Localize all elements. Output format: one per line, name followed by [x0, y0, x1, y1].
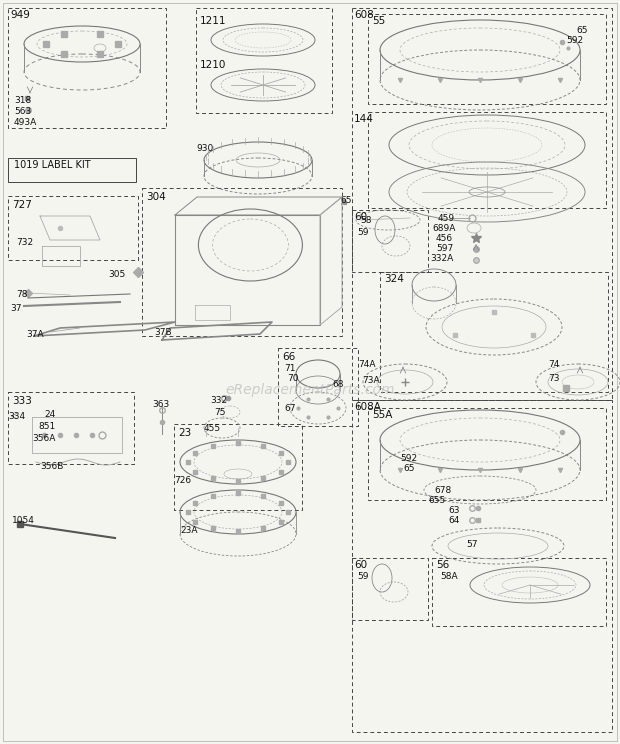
Text: 71: 71: [284, 364, 296, 373]
Text: 305: 305: [108, 270, 125, 279]
Text: 563: 563: [14, 107, 31, 116]
Text: 66: 66: [282, 352, 295, 362]
Text: 70: 70: [287, 374, 298, 383]
Text: 60: 60: [354, 560, 367, 570]
Text: 24: 24: [44, 410, 55, 419]
Text: 597: 597: [436, 244, 453, 253]
Text: 727: 727: [12, 200, 32, 210]
Text: 56: 56: [436, 560, 449, 570]
Text: 1210: 1210: [200, 60, 226, 70]
Text: 78: 78: [16, 290, 27, 299]
Bar: [8, 392, 134, 464]
Text: 60: 60: [354, 212, 367, 222]
Text: 64: 64: [448, 516, 459, 525]
Text: 1019 LABEL KIT: 1019 LABEL KIT: [14, 160, 91, 170]
Bar: [278, 348, 358, 426]
Bar: [352, 8, 612, 400]
Text: 363: 363: [152, 400, 169, 409]
Bar: [368, 112, 606, 208]
Text: 73: 73: [548, 374, 559, 383]
Text: 55: 55: [372, 16, 385, 26]
Bar: [368, 14, 606, 104]
Text: 37A: 37A: [26, 330, 43, 339]
Text: 655: 655: [428, 496, 445, 505]
Text: 356B: 356B: [40, 462, 63, 471]
Text: 324: 324: [384, 274, 404, 284]
Bar: [380, 272, 608, 392]
Bar: [8, 196, 138, 260]
Text: 1211: 1211: [200, 16, 226, 26]
Text: 608: 608: [354, 10, 374, 20]
Text: 726: 726: [174, 476, 191, 485]
Text: 37: 37: [10, 304, 22, 313]
Text: 493A: 493A: [14, 118, 37, 127]
Bar: [352, 210, 428, 272]
Text: 58: 58: [360, 216, 371, 225]
Text: 73A: 73A: [362, 376, 379, 385]
Text: 37B: 37B: [154, 328, 172, 337]
Text: 949: 949: [10, 10, 30, 20]
Bar: [432, 558, 606, 626]
Text: 65: 65: [403, 464, 415, 473]
Text: 75: 75: [214, 408, 226, 417]
Text: 59: 59: [357, 228, 368, 237]
Text: 332A: 332A: [430, 254, 453, 263]
Text: 318: 318: [14, 96, 31, 105]
Text: 23: 23: [178, 428, 191, 438]
Bar: [8, 158, 136, 182]
Text: 356A: 356A: [32, 434, 55, 443]
Text: 732: 732: [16, 238, 33, 247]
Text: 678: 678: [434, 486, 451, 495]
Text: 55A: 55A: [372, 410, 392, 420]
Text: 689A: 689A: [432, 224, 455, 233]
Text: 63: 63: [448, 506, 459, 515]
Bar: [174, 424, 302, 510]
Text: 592: 592: [566, 36, 583, 45]
Text: 68: 68: [332, 380, 343, 389]
Text: 608A: 608A: [354, 402, 381, 412]
Text: 59: 59: [357, 572, 368, 581]
Text: eReplacementParts.com: eReplacementParts.com: [225, 383, 395, 397]
Text: 333: 333: [12, 396, 32, 406]
Text: 456: 456: [436, 234, 453, 243]
Text: 930: 930: [196, 144, 213, 153]
Bar: [352, 558, 428, 620]
Text: 851: 851: [38, 422, 55, 431]
Text: 1054: 1054: [12, 516, 35, 525]
Bar: [196, 8, 332, 113]
Text: 57: 57: [466, 540, 477, 549]
Bar: [368, 408, 606, 500]
Bar: [352, 400, 612, 732]
Text: 144: 144: [354, 114, 374, 124]
Text: 23A: 23A: [180, 526, 198, 535]
Bar: [8, 8, 166, 128]
Text: 65: 65: [576, 26, 588, 35]
Text: 65: 65: [340, 196, 352, 205]
Text: 332: 332: [210, 396, 227, 405]
Text: 592: 592: [400, 454, 417, 463]
Text: 58A: 58A: [440, 572, 458, 581]
Text: 304: 304: [146, 192, 166, 202]
Text: 74A: 74A: [358, 360, 376, 369]
Bar: [142, 188, 342, 336]
Text: 459: 459: [438, 214, 455, 223]
Text: 67: 67: [284, 404, 296, 413]
Text: 334: 334: [8, 412, 25, 421]
Text: 455: 455: [204, 424, 221, 433]
Text: 74: 74: [548, 360, 559, 369]
